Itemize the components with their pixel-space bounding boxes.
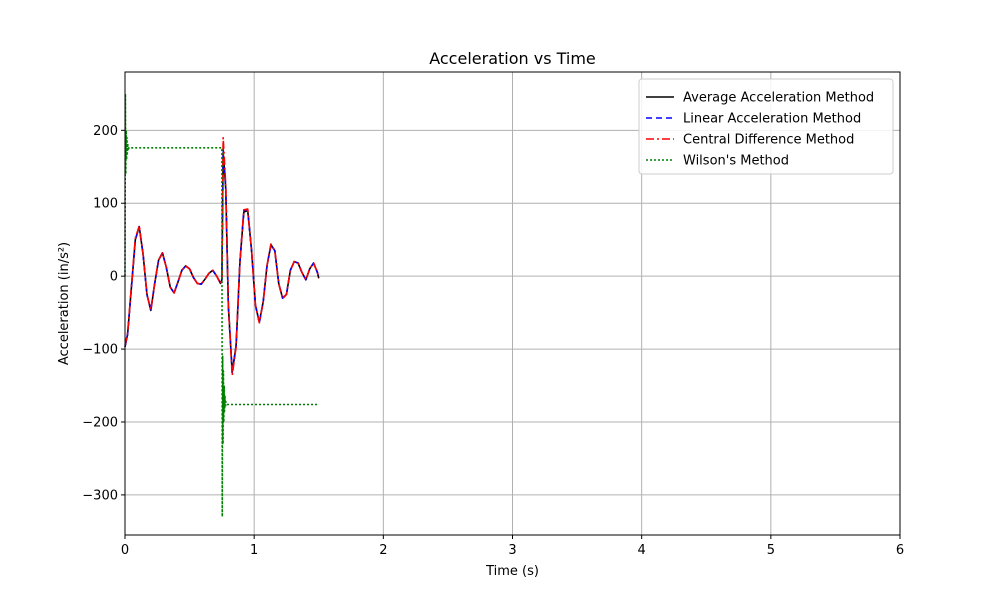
y-tick-label: −100 [82, 343, 118, 358]
x-axis-label: Time (s) [485, 564, 539, 579]
y-axis-label: Acceleration (in/s²) [57, 242, 72, 365]
y-tick-label: −200 [82, 415, 118, 430]
legend-label: Average Acceleration Method [683, 91, 874, 106]
chart-title: Acceleration vs Time [429, 49, 596, 68]
series-line-3 [124, 93, 319, 518]
x-tick-label: 4 [638, 543, 646, 558]
x-tick-label: 5 [767, 543, 775, 558]
axis-ticks: 0 1 2 3 4 5 6 −300 −200 −100 0 100 200 [82, 124, 904, 558]
legend-label: Linear Acceleration Method [683, 112, 861, 127]
y-tick-label: −300 [82, 488, 118, 503]
y-tick-label: 0 [110, 270, 118, 285]
x-tick-label: 3 [508, 543, 516, 558]
x-tick-label: 6 [896, 543, 904, 558]
legend-label: Central Difference Method [683, 133, 854, 148]
x-tick-label: 2 [379, 543, 387, 558]
legend-box [638, 78, 894, 175]
series-lines [124, 93, 320, 518]
y-tick-label: 100 [93, 197, 118, 212]
y-tick-label: 200 [93, 124, 118, 139]
legend: Average Acceleration Method Linear Accele… [638, 78, 894, 175]
legend-label: Wilson's Method [683, 154, 789, 169]
x-tick-label: 1 [250, 543, 258, 558]
series-line-2 [124, 136, 320, 377]
x-tick-label: 0 [121, 543, 129, 558]
